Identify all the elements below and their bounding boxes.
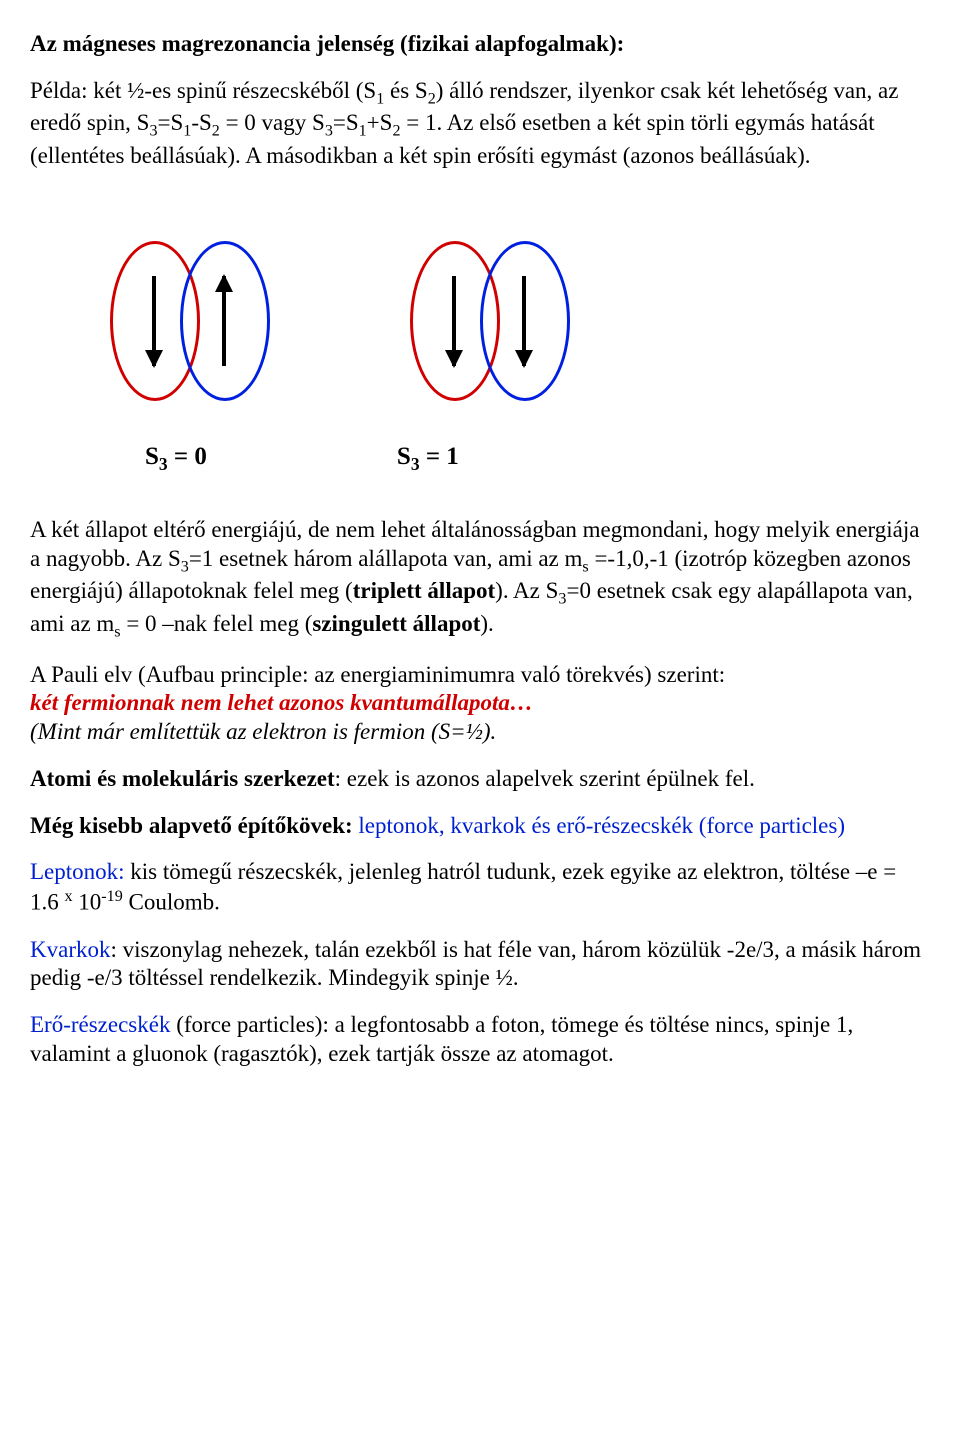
text: ). (480, 611, 493, 636)
force-label: Erő-részecskék (30, 1012, 170, 1037)
blocks-heading: Még kisebb alapvető építőkövek: (30, 813, 353, 838)
text: S (145, 443, 159, 470)
subscript: 3 (181, 558, 189, 575)
text: : ezek is azonos alapelvek szerint épüln… (335, 766, 755, 791)
subscript: 2 (212, 123, 220, 140)
subscript: 3 (149, 123, 157, 140)
spin-pair-parallel (390, 231, 590, 411)
text: A Pauli elv (Aufbau principle: az energi… (30, 662, 725, 687)
label-s3-0: S3 = 0 (145, 441, 207, 476)
text: ). Az S (495, 578, 558, 603)
subscript: 1 (359, 123, 367, 140)
atomic-heading: Atomi és molekuláris szerkezet (30, 766, 335, 791)
text: = 0 vagy S (220, 110, 325, 135)
arrow-down-icon (522, 276, 526, 366)
text: =S (333, 110, 359, 135)
triplet-term: triplett állapot (353, 578, 495, 603)
states-para: A két állapot eltérő energiájú, de nem l… (30, 516, 930, 643)
diagram-labels: S3 = 0 S3 = 1 (145, 441, 930, 476)
arrow-down-icon (452, 276, 456, 366)
text: : viszonylag nehezek, talán ezekből is h… (30, 937, 921, 991)
subscript: 3 (411, 454, 420, 474)
building-blocks-para: Még kisebb alapvető építőkövek: leptonok… (30, 812, 930, 841)
text: = 0 (168, 443, 207, 470)
superscript: x (65, 888, 73, 905)
leptons-label: Leptonok: (30, 859, 125, 884)
atomic-para: Atomi és molekuláris szerkezet: ezek is … (30, 765, 930, 794)
text: =S (158, 110, 184, 135)
arrow-down-icon (152, 276, 156, 366)
subscript: 3 (325, 123, 333, 140)
blocks-list: leptonok, kvarkok és erő-részecskék (for… (353, 813, 845, 838)
page-title: Az mágneses magrezonancia jelenség (fizi… (30, 30, 930, 59)
text: (Mint már említettük az elektron is ferm… (30, 719, 496, 744)
subscript: 2 (428, 90, 436, 107)
text: +S (367, 110, 393, 135)
text: S (397, 443, 411, 470)
subscript: 3 (159, 454, 168, 474)
spin-diagram (90, 231, 930, 411)
superscript: -19 (101, 888, 122, 905)
text: -S (191, 110, 211, 135)
text: = 1 (420, 443, 459, 470)
force-particles-para: Erő-részecskék (force particles): a legf… (30, 1011, 930, 1069)
singlet-term: szingulett állapot (312, 611, 480, 636)
text: =1 esetnek három alállapota van, ami az … (189, 546, 583, 571)
text: 10 (73, 890, 102, 915)
quarks-label: Kvarkok (30, 937, 110, 962)
leptons-para: Leptonok: kis tömegű részecskék, jelenle… (30, 858, 930, 917)
text: Coulomb. (123, 890, 220, 915)
text: Példa: két ½-es spinű részecskéből (S (30, 78, 376, 103)
label-s3-1: S3 = 1 (397, 441, 459, 476)
text: és S (384, 78, 427, 103)
quarks-para: Kvarkok: viszonylag nehezek, talán ezekb… (30, 936, 930, 994)
text: = 0 –nak felel meg ( (121, 611, 313, 636)
intro-para: Példa: két ½-es spinű részecskéből (S 1 é… (30, 77, 930, 171)
spin-pair-antiparallel (90, 231, 290, 411)
pauli-para: A Pauli elv (Aufbau principle: az energi… (30, 661, 930, 747)
arrow-up-icon (222, 276, 226, 366)
pauli-principle: két fermionnak nem lehet azonos kvantumá… (30, 690, 533, 715)
